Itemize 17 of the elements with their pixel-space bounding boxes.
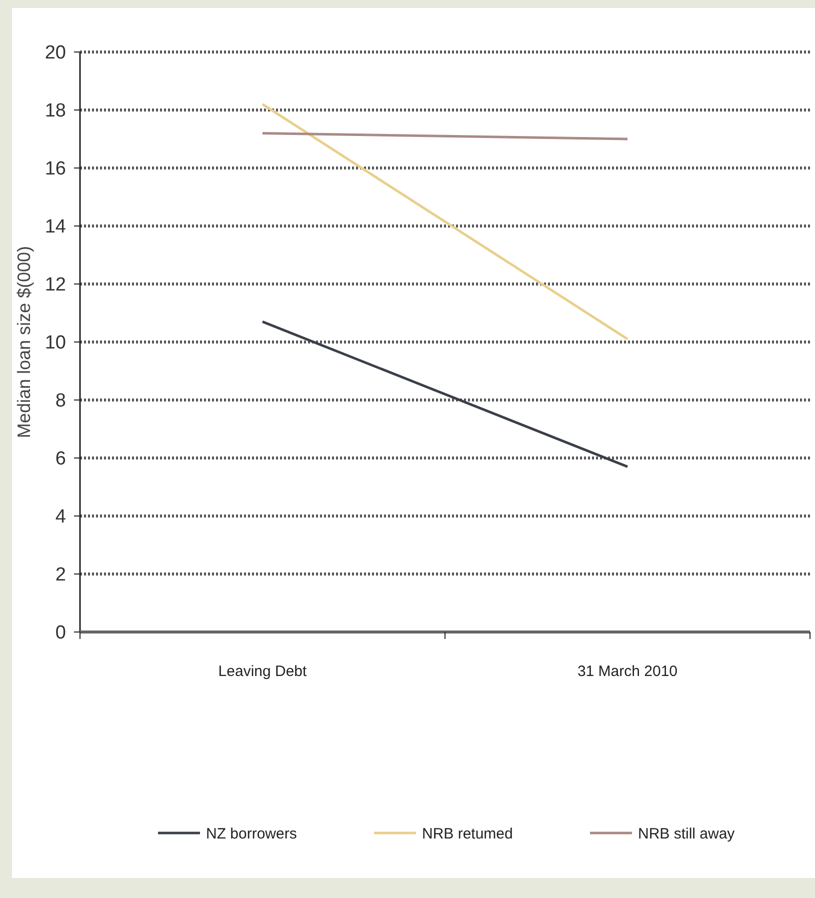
- y-tick-label: 12: [44, 274, 66, 296]
- x-tick-label: Leaving Debt: [218, 663, 308, 680]
- y-tick-label: 14: [44, 216, 66, 238]
- y-tick-label: 2: [55, 564, 66, 586]
- y-tick-label: 20: [44, 42, 66, 64]
- y-tick-label: 6: [55, 448, 66, 470]
- y-tick-label: 18: [44, 100, 66, 122]
- y-tick-label: 16: [44, 158, 66, 180]
- y-tick-label: 10: [44, 332, 66, 354]
- y-tick-label: 0: [55, 622, 66, 644]
- legend-label: NRB still away: [638, 825, 736, 842]
- legend-label: NZ borrowers: [206, 825, 297, 842]
- legend-label: NRB retumed: [422, 825, 513, 842]
- y-tick-label: 4: [55, 506, 66, 528]
- y-tick-label: 8: [55, 390, 66, 412]
- x-tick-label: 31 March 2010: [577, 663, 678, 680]
- y-axis-title: Median loan size $(000): [14, 246, 34, 438]
